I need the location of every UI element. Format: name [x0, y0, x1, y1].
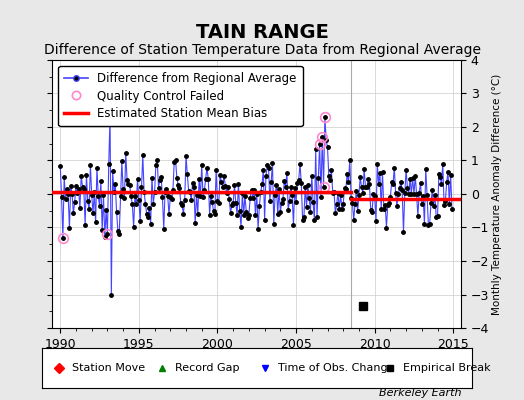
Text: Empirical Break: Empirical Break — [403, 363, 490, 373]
Text: Berkeley Earth: Berkeley Earth — [379, 388, 461, 398]
Text: Record Gap: Record Gap — [175, 363, 239, 373]
Text: TAIN RANGE: TAIN RANGE — [195, 22, 329, 42]
Text: Time of Obs. Change: Time of Obs. Change — [278, 363, 395, 373]
Text: Difference of Station Temperature Data from Regional Average: Difference of Station Temperature Data f… — [43, 43, 481, 57]
Text: Station Move: Station Move — [72, 363, 145, 373]
Y-axis label: Monthly Temperature Anomaly Difference (°C): Monthly Temperature Anomaly Difference (… — [492, 73, 502, 315]
Legend: Difference from Regional Average, Quality Control Failed, Estimated Station Mean: Difference from Regional Average, Qualit… — [58, 66, 302, 126]
